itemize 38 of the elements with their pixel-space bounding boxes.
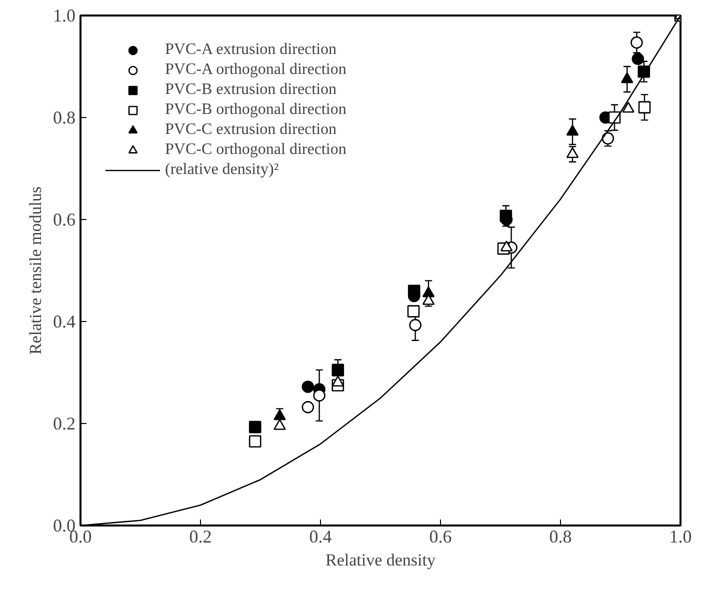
point <box>622 102 634 113</box>
x-tick-label: 0.4 <box>309 526 332 546</box>
point <box>313 389 326 402</box>
point <box>274 409 286 420</box>
legend-label: (relative density)² <box>165 161 279 179</box>
point <box>638 101 651 114</box>
point <box>620 72 634 84</box>
y-tick-label: 0.8 <box>53 108 76 128</box>
y-tick-label: 0.4 <box>53 312 76 332</box>
point <box>302 380 314 393</box>
point <box>332 376 344 387</box>
legend-label: PVC-A orthogonal direction <box>165 61 346 79</box>
y-tick-label: 0.2 <box>53 414 76 434</box>
legend-label: PVC-B orthogonal direction <box>165 101 346 119</box>
legend-label: PVC-A extrusion direction <box>165 41 337 59</box>
y-axis-title: Relative tensile modulus <box>26 186 45 355</box>
y-tick-label: 1.0 <box>53 6 76 26</box>
point <box>632 52 644 65</box>
point <box>248 435 262 448</box>
legend-label: PVC-B extrusion direction <box>165 81 337 99</box>
point <box>409 318 422 332</box>
x-tick-label: 0.2 <box>189 526 212 546</box>
legend-label: PVC-C extrusion direction <box>165 121 337 139</box>
point <box>302 401 314 414</box>
x-tick-label: 0.8 <box>549 526 572 546</box>
point <box>248 420 262 434</box>
x-axis-title: Relative density <box>326 550 436 570</box>
x-tick-label: 1.0 <box>669 526 692 546</box>
point <box>422 286 435 298</box>
point <box>566 124 579 136</box>
point <box>566 147 579 158</box>
point <box>408 284 420 298</box>
point <box>274 419 286 430</box>
y-tick-label: 0.6 <box>53 210 76 230</box>
legend-label: PVC-C orthogonal direction <box>165 141 346 159</box>
point <box>500 240 513 252</box>
x-tick-label: 0.6 <box>429 526 452 546</box>
point <box>407 305 420 318</box>
